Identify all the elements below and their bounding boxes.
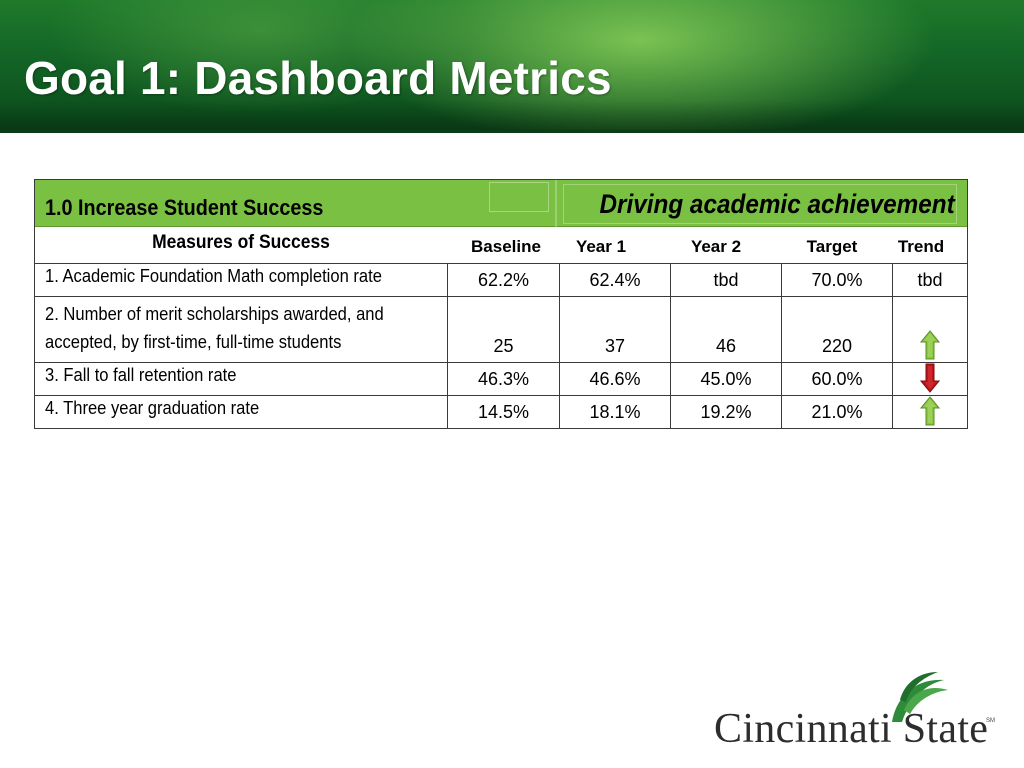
green-up-arrow-icon: [920, 396, 940, 426]
year2-cell: 45.0%: [670, 363, 781, 395]
measure-label: 4. Three year graduation rate: [45, 398, 260, 419]
baseline-cell: 14.5%: [447, 396, 559, 428]
column-header-trend: Trend: [897, 237, 945, 256]
measure-cell: 3. Fall to fall retention rate: [35, 363, 447, 395]
trend-cell: [892, 297, 967, 362]
year2-cell: tbd: [670, 264, 781, 296]
baseline-cell: 46.3%: [447, 363, 559, 395]
green-up-arrow-icon: [920, 330, 940, 360]
goal-label: 1.0 Increase Student Success: [45, 195, 324, 220]
goal-tagline: Driving academic achievement: [599, 189, 955, 219]
table-row: 2. Number of merit scholarships awarded,…: [35, 296, 967, 362]
baseline-cell: 62.2%: [447, 264, 559, 296]
measure-cell: 2. Number of merit scholarships awarded,…: [35, 297, 447, 362]
measure-cell: 1. Academic Foundation Math completion r…: [35, 264, 447, 296]
trend-cell: [892, 396, 967, 428]
table-row: 3. Fall to fall retention rate 46.3% 46.…: [35, 362, 967, 395]
target-cell: 220: [781, 297, 892, 362]
goal-bar: 1.0 Increase Student Success Driving aca…: [35, 180, 967, 227]
table-row: 1. Academic Foundation Math completion r…: [35, 263, 967, 296]
header-banner: [0, 0, 1024, 133]
measure-label: 1. Academic Foundation Math completion r…: [45, 266, 382, 287]
target-cell: 60.0%: [781, 363, 892, 395]
column-header-baseline: Baseline: [471, 237, 541, 256]
measure-label: 3. Fall to fall retention rate: [45, 365, 237, 386]
year1-cell: 46.6%: [559, 363, 670, 395]
target-cell: 70.0%: [781, 264, 892, 296]
trend-cell: [892, 363, 967, 395]
leaf-logo-icon: [892, 672, 948, 722]
measure-label: 2. Number of merit scholarships awarded,…: [45, 304, 384, 353]
measure-cell: 4. Three year graduation rate: [35, 396, 447, 428]
column-header-year1: Year 1: [575, 237, 627, 256]
trend-cell: tbd: [892, 264, 967, 296]
table-row: 4. Three year graduation rate 14.5% 18.1…: [35, 395, 967, 428]
column-header-measures: Measures of Success: [152, 232, 330, 253]
year1-cell: 62.4%: [559, 264, 670, 296]
slide-title: Goal 1: Dashboard Metrics: [24, 52, 612, 104]
baseline-cell: 25: [447, 297, 559, 362]
year1-cell: 37: [559, 297, 670, 362]
red-down-arrow-icon: [920, 363, 940, 393]
column-header-target: Target: [806, 237, 858, 256]
year2-cell: 46: [670, 297, 781, 362]
service-mark: SM: [986, 718, 995, 724]
logo-wordmark: Cincinnati State: [714, 706, 989, 752]
target-cell: 21.0%: [781, 396, 892, 428]
dashboard-table: 1.0 Increase Student Success Driving aca…: [34, 179, 968, 429]
year1-cell: 18.1%: [559, 396, 670, 428]
year2-cell: 19.2%: [670, 396, 781, 428]
column-header-year2: Year 2: [690, 237, 742, 256]
